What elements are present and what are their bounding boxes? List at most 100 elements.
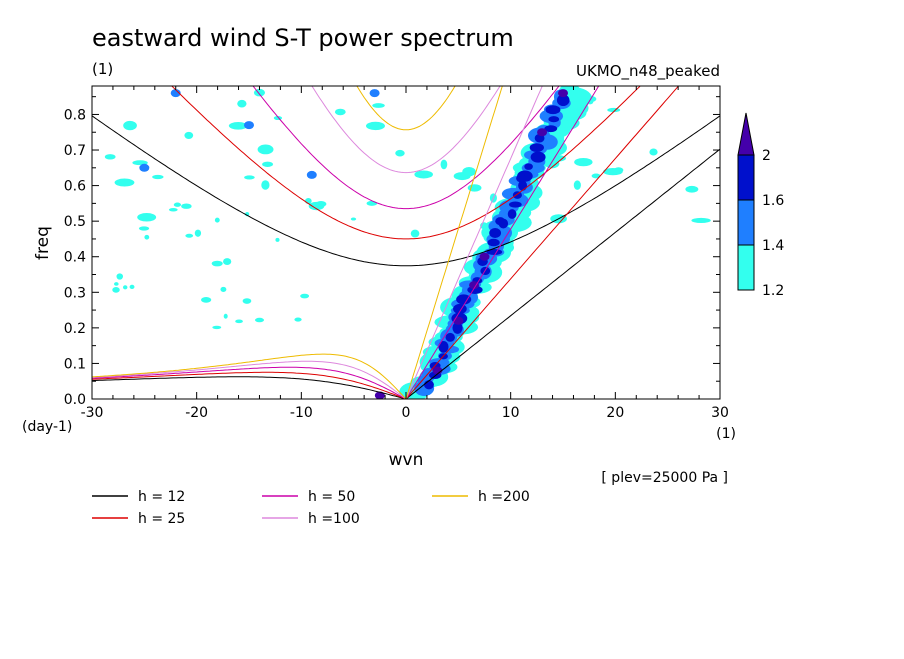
- spectral-peak: [516, 174, 527, 183]
- power-speck: [214, 217, 220, 223]
- power-speck: [414, 170, 433, 179]
- x-axis-label: wvn: [389, 450, 424, 470]
- y-tick-label: 0.6: [64, 179, 86, 195]
- power-band: [530, 151, 546, 163]
- power-speck: [212, 325, 222, 330]
- dispersion-curve-200: [405, 86, 503, 399]
- power-speck: [242, 298, 252, 304]
- power-speck: [462, 167, 476, 177]
- legend: h = 12 h = 25 h = 50 h =100 h =200: [92, 489, 530, 527]
- legend-label: h = 25: [138, 511, 185, 527]
- power-speck: [365, 121, 385, 131]
- spectral-peak: [139, 163, 150, 172]
- power-speck: [104, 154, 116, 160]
- power-band: [487, 238, 500, 247]
- x-tick-label: 0: [402, 405, 411, 421]
- legend-label: h =100: [308, 511, 360, 527]
- power-speck: [591, 173, 601, 179]
- power-speck: [603, 167, 623, 176]
- dispersion-curve-100: [92, 360, 407, 399]
- dispersion-curve-100: [405, 86, 543, 399]
- power-speck: [261, 180, 270, 190]
- power-speck: [122, 285, 128, 290]
- power-speck: [410, 229, 420, 238]
- dispersion-curve-25: [92, 371, 407, 399]
- power-band: [548, 116, 560, 123]
- legend-label: h = 50: [308, 489, 355, 505]
- plev-annotation: [ plev=25000 Pa ]: [601, 470, 728, 486]
- y-axis-label: freq: [33, 226, 53, 260]
- dispersion-curve-50: [252, 86, 560, 210]
- power-speck: [220, 286, 227, 292]
- y-axis: 0.0 0.1 0.2 0.3 0.4 0.5 0.6 0.7 0.8: [64, 96, 720, 408]
- dispersion-curve-25: [405, 86, 680, 399]
- spectral-peak: [558, 89, 568, 98]
- spectral-peak: [244, 121, 254, 130]
- power-band: [544, 125, 558, 133]
- power-speck: [168, 207, 178, 212]
- power-speck: [372, 103, 385, 108]
- power-band: [445, 332, 455, 342]
- colorbar-box: [737, 199, 755, 246]
- x-tick-label: 20: [606, 405, 624, 421]
- power-band: [545, 105, 561, 115]
- x-axis: -30 -20 -10 0 10 20 30: [81, 86, 729, 421]
- power-speck: [257, 144, 274, 155]
- power-speck: [123, 120, 137, 131]
- power-speck: [395, 149, 405, 157]
- power-band: [452, 321, 463, 334]
- power-speck: [244, 175, 255, 180]
- spectral-peak: [469, 281, 480, 290]
- power-speck: [181, 203, 192, 209]
- power-speck: [223, 258, 232, 265]
- power-band: [423, 380, 434, 390]
- y-tick-label: 0.0: [64, 392, 86, 408]
- power-speck: [211, 260, 223, 267]
- power-speck: [294, 317, 302, 322]
- colorbar-label: 1.2: [762, 283, 784, 299]
- dispersion-curves: [92, 86, 720, 399]
- colorbar-label: 2: [762, 148, 771, 164]
- dispersion-curve-50: [405, 86, 600, 399]
- power-speck: [275, 237, 280, 242]
- x-unit-label: (1): [716, 426, 736, 442]
- x-tick-label: 10: [502, 405, 520, 421]
- power-speck: [173, 202, 182, 207]
- dataset-label: UKMO_n48_peaked: [576, 62, 720, 81]
- y-tick-label: 0.4: [64, 250, 86, 266]
- power-speck: [184, 131, 194, 139]
- power-speck: [350, 217, 357, 221]
- power-speck: [691, 217, 711, 224]
- x-tick-label: -10: [290, 405, 313, 421]
- power-speck: [144, 234, 150, 240]
- spectral-peak: [453, 316, 464, 325]
- power-band: [508, 201, 522, 208]
- power-speck: [235, 319, 243, 324]
- spectral-peak: [537, 128, 548, 137]
- spectral-peak: [170, 89, 181, 98]
- y-tick-label: 0.5: [64, 214, 86, 230]
- power-band: [524, 163, 533, 170]
- power-band: [456, 294, 472, 305]
- y-tick-label: 0.1: [64, 356, 86, 372]
- power-speck: [114, 178, 135, 187]
- x-tick-label: 30: [711, 405, 729, 421]
- power-speck: [201, 296, 212, 303]
- x-tick-label: -20: [185, 405, 208, 421]
- power-speck: [228, 121, 248, 130]
- power-speck: [574, 157, 593, 167]
- y-tick-label: 0.7: [64, 143, 86, 159]
- power-band: [489, 228, 502, 238]
- power-band: [507, 209, 517, 219]
- colorbar-label: 1.4: [762, 238, 784, 254]
- x-tick-label: -30: [81, 405, 104, 421]
- power-band: [512, 191, 522, 199]
- power-band: [556, 94, 570, 107]
- power-speck: [440, 159, 448, 170]
- power-speck: [315, 201, 327, 208]
- spectral-peak: [369, 89, 380, 98]
- power-speck: [366, 200, 378, 206]
- colorbar: 1.2 1.4 1.6 2: [737, 112, 784, 299]
- power-speck: [194, 229, 202, 237]
